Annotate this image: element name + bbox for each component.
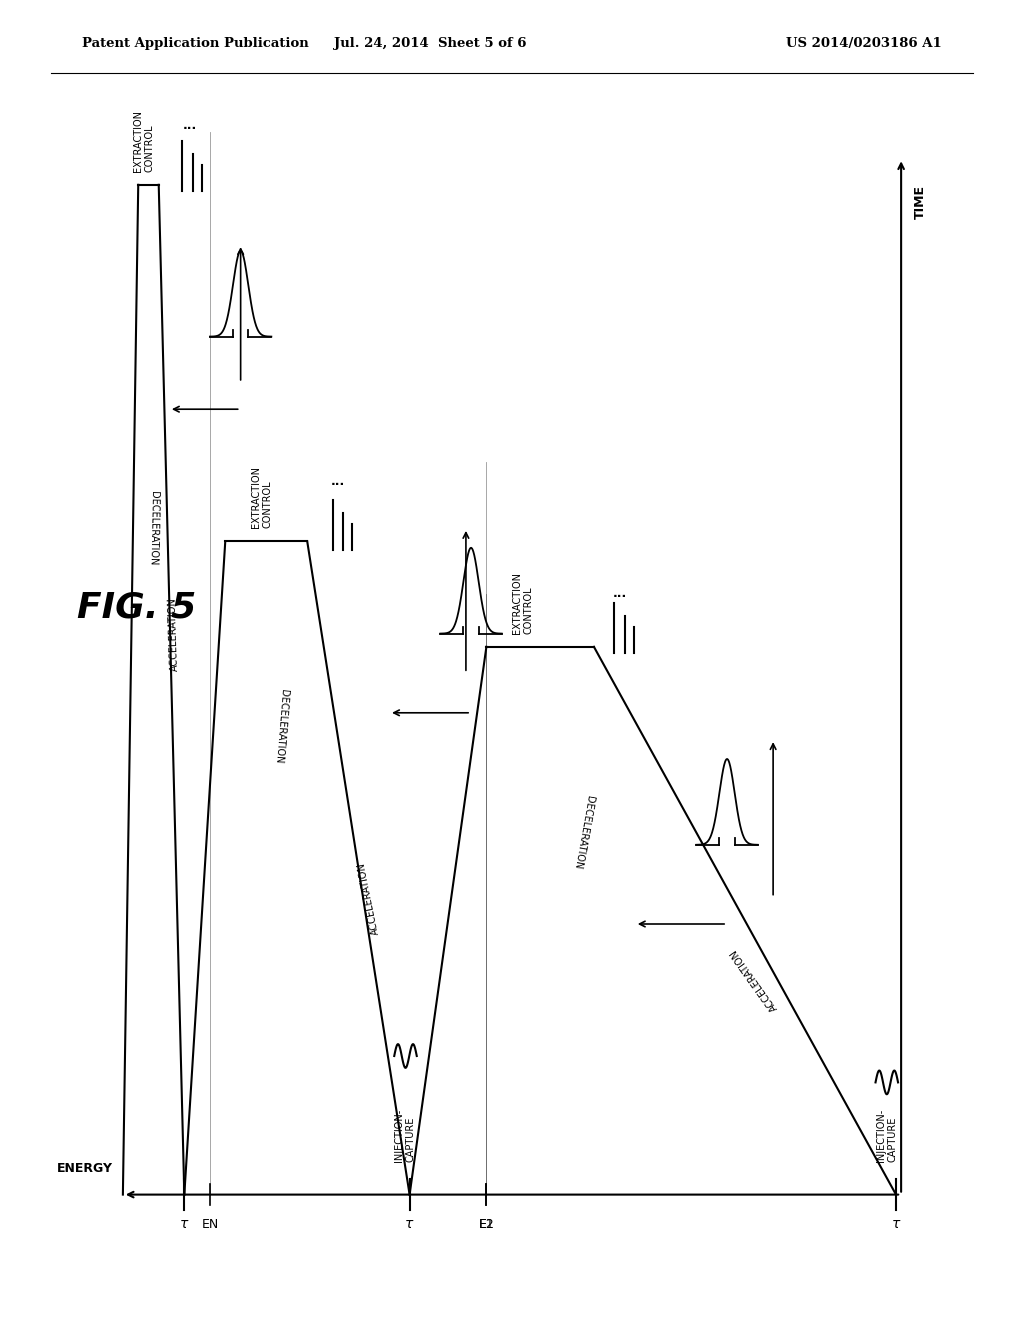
Text: Jul. 24, 2014  Sheet 5 of 6: Jul. 24, 2014 Sheet 5 of 6 (334, 37, 526, 50)
Text: ACCELERATION: ACCELERATION (728, 946, 779, 1012)
Text: FIG. 5: FIG. 5 (77, 590, 196, 624)
Text: DECELERATION: DECELERATION (572, 795, 595, 870)
Text: $\tau$: $\tau$ (179, 1217, 189, 1230)
Text: ...: ... (182, 119, 197, 132)
Text: $\tau$: $\tau$ (404, 1217, 415, 1230)
Text: INJECTION-
CAPTURE: INJECTION- CAPTURE (876, 1109, 897, 1162)
Text: TIME: TIME (913, 185, 927, 219)
Text: DECELERATION: DECELERATION (273, 689, 290, 764)
Text: ...: ... (331, 475, 345, 488)
Text: EXTRACTION
CONTROL: EXTRACTION CONTROL (133, 110, 155, 172)
Text: E2: E2 (478, 1218, 495, 1232)
Text: ...: ... (612, 587, 627, 601)
Text: INJECTION-
CAPTURE: INJECTION- CAPTURE (394, 1109, 416, 1162)
Text: ACCELERATION: ACCELERATION (356, 862, 381, 936)
Text: DECELERATION: DECELERATION (147, 491, 159, 565)
Text: EXTRACTION
CONTROL: EXTRACTION CONTROL (512, 572, 534, 634)
Text: US 2014/0203186 A1: US 2014/0203186 A1 (786, 37, 942, 50)
Text: Patent Application Publication: Patent Application Publication (82, 37, 308, 50)
Text: EN: EN (202, 1218, 218, 1232)
Text: $\tau$: $\tau$ (891, 1217, 901, 1230)
Text: E1: E1 (478, 1218, 495, 1232)
Text: ENERGY: ENERGY (56, 1162, 113, 1175)
Text: ACCELERATION: ACCELERATION (168, 597, 180, 671)
Text: EXTRACTION
CONTROL: EXTRACTION CONTROL (251, 466, 272, 528)
